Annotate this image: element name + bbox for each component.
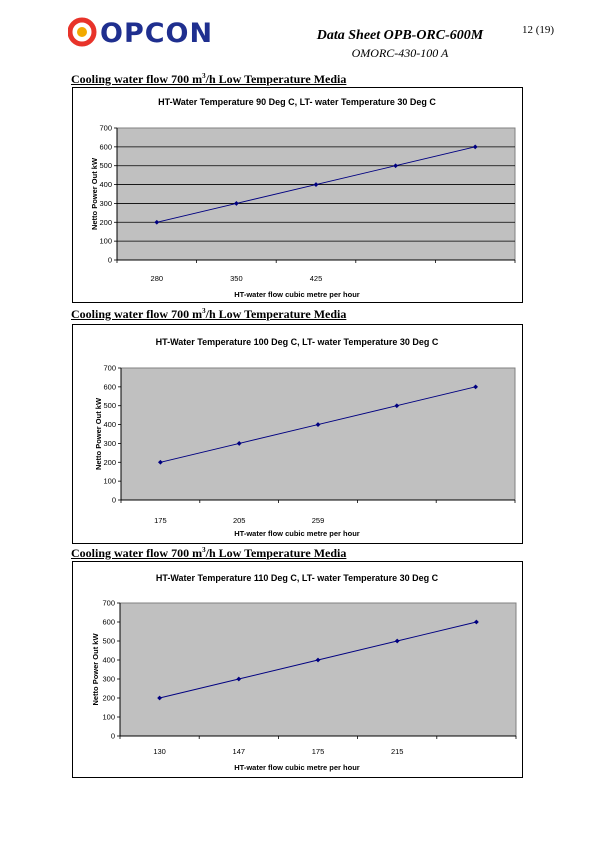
x-axis-label: HT-water flow cubic metre per hour bbox=[234, 290, 360, 299]
y-axis-label: Netto Power Out kW bbox=[94, 397, 103, 470]
heading-superscript: 3 bbox=[202, 307, 206, 315]
y-tick-label: 200 bbox=[103, 458, 116, 467]
y-tick-label: 600 bbox=[103, 382, 116, 391]
x-axis-label: HT-water flow cubic metre per hour bbox=[234, 763, 360, 772]
data-point bbox=[474, 619, 479, 625]
heading-text: /h Low Temperature Media bbox=[205, 546, 347, 560]
y-tick-label: 500 bbox=[102, 637, 115, 646]
x-tick-label: 259 bbox=[312, 516, 325, 525]
data-point bbox=[315, 657, 321, 663]
y-tick-label: 700 bbox=[102, 599, 115, 608]
chart-2-svg: HT-Water Temperature 100 Deg C, LT- wate… bbox=[94, 337, 516, 538]
y-tick-label: 100 bbox=[103, 477, 116, 486]
y-tick-label: 0 bbox=[111, 732, 115, 741]
data-point bbox=[236, 676, 242, 682]
data-point bbox=[473, 384, 478, 390]
heading-text: /h Low Temperature Media bbox=[205, 72, 347, 86]
document-title-block: Data Sheet OPB-ORC-600M OMORC-430-100 A bbox=[300, 28, 500, 61]
heading-text: Cooling water flow 700 m bbox=[71, 72, 203, 86]
y-tick-label: 600 bbox=[99, 142, 112, 151]
y-tick-label: 600 bbox=[102, 618, 115, 627]
x-tick-label: 130 bbox=[153, 747, 166, 756]
y-tick-label: 300 bbox=[99, 199, 112, 208]
page-number: 12 (19) bbox=[522, 24, 555, 36]
section-heading-1: Cooling water flow 700 m3/h Low Temperat… bbox=[71, 72, 346, 87]
y-tick-label: 300 bbox=[102, 675, 115, 684]
y-tick-label: 400 bbox=[102, 656, 115, 665]
x-tick-label: 280 bbox=[151, 274, 164, 283]
y-tick-label: 700 bbox=[99, 124, 112, 133]
data-point bbox=[157, 695, 162, 701]
y-tick-label: 100 bbox=[99, 237, 112, 246]
x-tick-label: 425 bbox=[310, 274, 323, 283]
x-tick-label: 215 bbox=[391, 747, 404, 756]
document-title: Data Sheet OPB-ORC-600M bbox=[316, 28, 484, 43]
y-tick-label: 100 bbox=[102, 713, 115, 722]
data-point bbox=[394, 638, 400, 644]
chart-2: HT-Water Temperature 100 Deg C, LT- wate… bbox=[72, 324, 523, 544]
data-point bbox=[315, 422, 321, 427]
y-tick-label: 400 bbox=[103, 420, 116, 429]
data-point bbox=[394, 403, 400, 409]
data-point bbox=[158, 459, 163, 465]
heading-superscript: 3 bbox=[202, 72, 206, 80]
data-point bbox=[234, 201, 239, 206]
x-tick-label: 175 bbox=[312, 747, 325, 756]
section-heading-2: Cooling water flow 700 m3/h Low Temperat… bbox=[71, 307, 346, 322]
data-point bbox=[236, 441, 242, 446]
heading-text: Cooling water flow 700 m bbox=[71, 546, 203, 560]
y-axis-label: Netto Power Out kW bbox=[91, 633, 100, 706]
x-tick-label: 175 bbox=[154, 516, 167, 525]
document-subtitle: OMORC-430-100 A bbox=[351, 46, 449, 60]
heading-text: Cooling water flow 700 m bbox=[71, 307, 203, 321]
y-tick-label: 700 bbox=[103, 364, 116, 373]
y-tick-label: 200 bbox=[102, 694, 115, 703]
x-tick-label: 147 bbox=[233, 747, 246, 756]
y-tick-label: 500 bbox=[103, 401, 116, 410]
y-tick-label: 400 bbox=[99, 180, 112, 189]
x-tick-label: 350 bbox=[230, 274, 243, 283]
section-heading-3: Cooling water flow 700 m3/h Low Temperat… bbox=[71, 546, 346, 561]
y-tick-label: 0 bbox=[108, 256, 112, 265]
heading-text: /h Low Temperature Media bbox=[205, 307, 347, 321]
opcon-logo: OPCON bbox=[68, 12, 238, 52]
x-tick-label: 205 bbox=[233, 516, 246, 525]
logo-text: OPCON bbox=[100, 18, 214, 49]
chart-title: HT-Water Temperature 90 Deg C, LT- water… bbox=[158, 97, 436, 107]
chart-3-svg: HT-Water Temperature 110 Deg C, LT- wate… bbox=[91, 573, 517, 772]
data-point bbox=[313, 182, 319, 187]
heading-superscript: 3 bbox=[202, 546, 206, 554]
chart-title: HT-Water Temperature 100 Deg C, LT- wate… bbox=[156, 337, 439, 347]
chart-1-svg: HT-Water Temperature 90 Deg C, LT- water… bbox=[90, 97, 516, 299]
y-axis-label: Netto Power Out kW bbox=[90, 157, 99, 230]
y-tick-label: 200 bbox=[99, 218, 112, 227]
chart-3: HT-Water Temperature 110 Deg C, LT- wate… bbox=[72, 561, 523, 778]
chart-title: HT-Water Temperature 110 Deg C, LT- wate… bbox=[156, 573, 439, 583]
opcon-logo-icon bbox=[68, 17, 97, 47]
plot-area bbox=[120, 367, 516, 501]
plot-area bbox=[119, 602, 517, 737]
y-tick-label: 300 bbox=[103, 439, 116, 448]
x-axis-label: HT-water flow cubic metre per hour bbox=[234, 529, 360, 538]
data-point bbox=[154, 219, 160, 225]
y-tick-label: 0 bbox=[112, 496, 116, 505]
data-point bbox=[393, 163, 398, 169]
plot-area bbox=[116, 127, 516, 261]
y-tick-label: 500 bbox=[99, 161, 112, 170]
chart-1: HT-Water Temperature 90 Deg C, LT- water… bbox=[72, 87, 523, 303]
